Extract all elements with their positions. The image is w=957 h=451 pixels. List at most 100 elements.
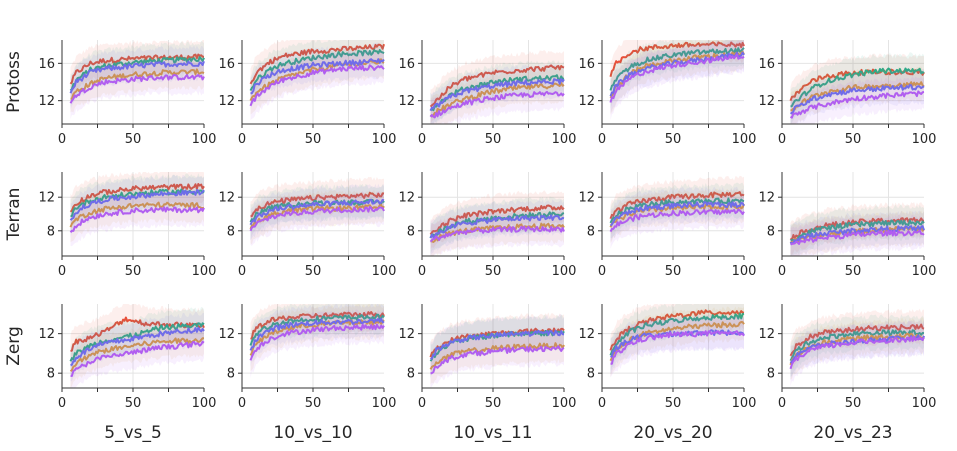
y-tick-label: 12: [578, 191, 595, 206]
series-band: [70, 191, 204, 247]
series-line-3: [250, 58, 385, 95]
y-tick-label: 12: [38, 94, 55, 109]
series-band: [430, 312, 564, 372]
series-line-4: [70, 340, 205, 377]
column-label-10-vs-11: 10_vs_11: [453, 423, 532, 443]
series-line-0: [609, 41, 745, 78]
column-label-5-vs-5: 5_vs_5: [104, 423, 162, 443]
x-tick-label: 100: [912, 264, 937, 279]
panel-zerg-20-vs-20: 0 50 100 8 12: [578, 304, 756, 411]
panel-protoss-5-vs-5: 0 50 100 12 16: [38, 40, 216, 147]
y-tick-label: 12: [218, 94, 235, 109]
series-line-3: [249, 198, 385, 226]
series-line-4: [789, 229, 925, 246]
series-line-3: [429, 78, 565, 112]
x-tick-label: 0: [238, 396, 246, 411]
panel-terran-5-vs-5: 0 50 100 8 12: [38, 172, 216, 279]
y-tick-label: 8: [407, 224, 415, 239]
series-line-1: [249, 49, 385, 92]
x-tick-label: 50: [125, 132, 142, 147]
series-band: [70, 40, 204, 101]
y-tick-label: 12: [758, 94, 775, 109]
column-label-10-vs-10: 10_vs_10: [273, 423, 352, 443]
series-band: [610, 314, 744, 375]
y-tick-label: 12: [758, 327, 775, 342]
y-tick-label: 12: [38, 191, 55, 206]
series-line-2: [429, 82, 565, 118]
series-line-3: [69, 60, 205, 94]
series-line-0: [69, 53, 204, 85]
x-tick-label: 100: [192, 132, 217, 147]
x-tick-label: 100: [912, 396, 937, 411]
panel-terran-10-vs-10: 0 50 100 8 12: [218, 172, 396, 279]
x-tick-label: 50: [665, 396, 682, 411]
x-tick-label: 50: [485, 396, 502, 411]
x-tick-label: 50: [125, 264, 142, 279]
series-line-0: [70, 316, 205, 352]
y-tick-label: 12: [578, 94, 595, 109]
series-band: [430, 196, 564, 254]
x-tick-label: 50: [305, 264, 322, 279]
y-tick-label: 8: [767, 224, 775, 239]
x-tick-label: 0: [418, 396, 426, 411]
x-tick-label: 100: [552, 132, 577, 147]
series-line-3: [609, 201, 745, 227]
series-band: [430, 60, 564, 124]
series-band: [790, 319, 924, 381]
panel-zerg-10-vs-11: 0 50 100 8 12: [398, 304, 576, 411]
series-band: [790, 320, 924, 387]
series-line-4: [789, 335, 925, 370]
y-tick-label: 16: [218, 57, 235, 72]
y-tick-label: 8: [47, 367, 55, 382]
series-band: [250, 189, 384, 245]
x-tick-label: 0: [58, 396, 66, 411]
y-tick-label: 12: [398, 94, 415, 109]
series-line-0: [609, 191, 745, 220]
series-band: [250, 42, 384, 110]
x-tick-label: 0: [598, 264, 606, 279]
series-band: [610, 182, 744, 239]
y-tick-label: 12: [218, 191, 235, 206]
x-tick-label: 0: [598, 396, 606, 411]
series-band: [610, 304, 744, 373]
series-line-4: [609, 53, 745, 103]
y-tick-label: 16: [398, 57, 415, 72]
series-line-1: [249, 313, 385, 346]
series-line-2: [430, 222, 565, 243]
series-line-0: [789, 323, 925, 357]
series-line-3: [429, 214, 565, 239]
x-tick-label: 0: [778, 264, 786, 279]
series-band: [430, 199, 564, 256]
series-line-2: [69, 337, 205, 372]
y-tick-label: 16: [38, 57, 55, 72]
series-line-4: [249, 323, 385, 361]
series-line-0: [69, 183, 205, 213]
series-band: [790, 214, 924, 256]
series-line-1: [249, 198, 385, 223]
x-tick-label: 50: [305, 396, 322, 411]
series-band: [610, 186, 744, 242]
y-tick-label: 8: [767, 367, 775, 382]
x-tick-label: 100: [372, 396, 397, 411]
x-tick-label: 50: [485, 132, 502, 147]
series-line-3: [70, 326, 205, 367]
series-band: [70, 306, 204, 377]
y-tick-label: 12: [218, 327, 235, 342]
y-tick-label: 12: [398, 191, 415, 206]
series-band: [790, 76, 924, 124]
series-line-0: [250, 191, 385, 218]
y-tick-label: 16: [578, 57, 595, 72]
x-tick-label: 100: [732, 264, 757, 279]
series-line-3: [249, 317, 385, 351]
series-line-0: [429, 64, 565, 108]
x-tick-label: 0: [778, 396, 786, 411]
series-line-4: [429, 90, 565, 119]
series-band: [430, 63, 564, 124]
x-tick-label: 0: [418, 264, 426, 279]
series-line-4: [430, 345, 565, 375]
x-tick-label: 0: [778, 132, 786, 147]
x-tick-label: 50: [845, 396, 862, 411]
panel-terran-20-vs-20: 0 50 100 8 12: [578, 172, 756, 279]
x-tick-label: 100: [192, 264, 217, 279]
